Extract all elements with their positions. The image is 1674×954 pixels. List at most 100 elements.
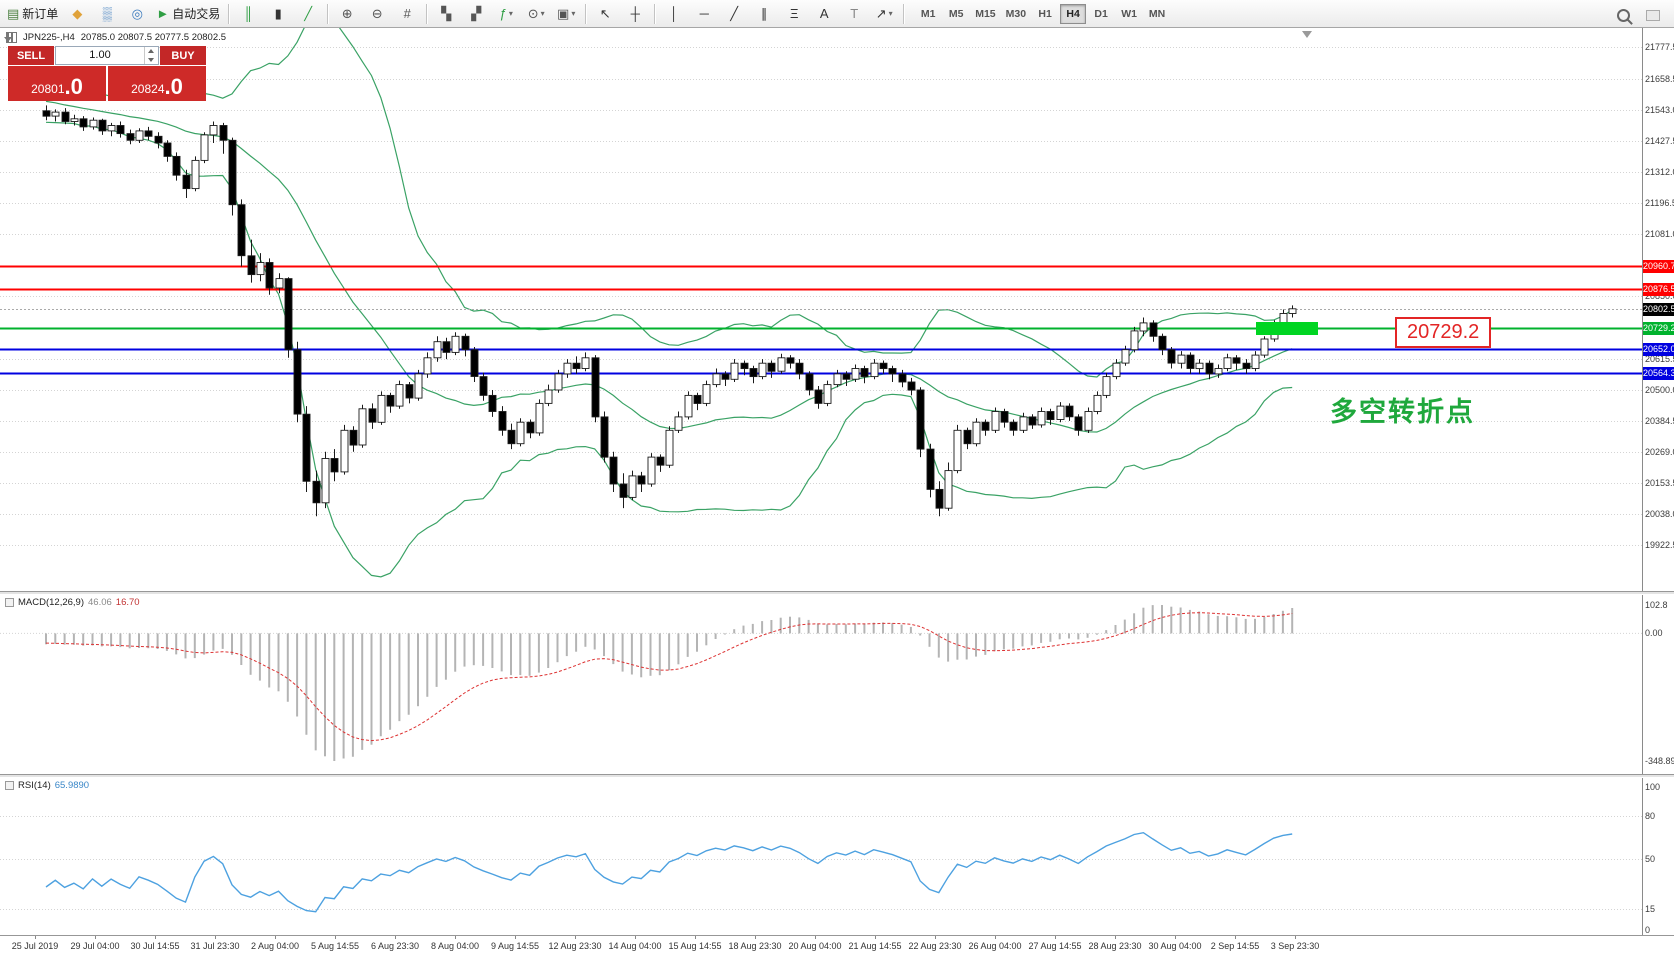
candlestick: [479, 372, 488, 401]
volume-spinner[interactable]: [144, 47, 158, 64]
highlight-rectangle[interactable]: [1256, 322, 1318, 335]
dropdown-arrow-icon[interactable]: ▾: [888, 9, 893, 18]
symbol-period-label: JPN225-,H4: [23, 32, 75, 43]
symbols-icon-glyph: ◆: [72, 6, 83, 21]
zoom-out-icon[interactable]: ⊖: [363, 2, 391, 26]
rsi-line: [45, 831, 1293, 913]
timeframe-d1-button[interactable]: D1: [1088, 4, 1114, 24]
trendline-icon[interactable]: ╱: [720, 2, 748, 26]
candlestick: [1084, 407, 1093, 433]
buy-price-button[interactable]: 20824.0: [108, 66, 206, 101]
price-scale-label: 21427.5: [1645, 136, 1674, 146]
timeframe-w1-button[interactable]: W1: [1116, 4, 1142, 24]
crosshair-icon[interactable]: ┼: [621, 2, 649, 26]
bar-chart-icon[interactable]: ║: [234, 2, 262, 26]
candlestick: [1065, 403, 1074, 421]
rsi-label: RSI(14) 65.9890: [5, 780, 89, 791]
macd-scale-zero: 0.00: [1645, 628, 1663, 638]
candlestick-chart-icon[interactable]: ▮: [264, 2, 292, 26]
time-axis-label: 26 Aug 04:00: [968, 941, 1022, 951]
candlestick: [1139, 317, 1148, 337]
dropdown-arrow-icon[interactable]: ▾: [540, 9, 545, 18]
candlestick: [1093, 391, 1102, 415]
one-click-collapse-icon[interactable]: [4, 37, 12, 42]
channel-icon[interactable]: ∥: [750, 2, 778, 26]
time-axis-label: 29 Jul 04:00: [70, 941, 120, 951]
rsi-indicator-panel[interactable]: [0, 778, 1642, 935]
cascade-windows-icon[interactable]: ▚: [432, 2, 460, 26]
line-chart-icon[interactable]: ╱: [294, 2, 322, 26]
macd-indicator-panel[interactable]: [0, 595, 1642, 775]
buy-button[interactable]: BUY: [160, 46, 206, 65]
candlestick: [498, 406, 507, 436]
label-tool-icon[interactable]: T: [840, 2, 868, 26]
candlestick: [888, 365, 897, 382]
dropdown-arrow-icon[interactable]: ▾: [571, 9, 576, 18]
timeframe-m30-button[interactable]: M30: [1002, 4, 1030, 24]
candlestick: [237, 199, 246, 267]
time-axis[interactable]: 25 Jul 2019 29 Jul 04:00 30 Jul 14:55 31 Ju…: [0, 936, 1674, 954]
templates-button[interactable]: ▣ ▾: [552, 2, 580, 26]
timeframe-h4-button[interactable]: H4: [1060, 3, 1087, 24]
sell-price-button[interactable]: 20801.0: [8, 66, 106, 101]
timeframe-h1-button[interactable]: H1: [1032, 4, 1058, 24]
spinner-down-icon[interactable]: [145, 56, 158, 65]
timeframe-mn-button[interactable]: MN: [1144, 4, 1170, 24]
dropdown-arrow-icon[interactable]: ▾: [508, 9, 513, 18]
price-scale-label: 20384.5: [1645, 416, 1674, 426]
macd-scale-max: 102.8: [1645, 600, 1668, 610]
candlestick: [1149, 320, 1158, 342]
candlestick: [89, 117, 98, 130]
panel-divider-macd[interactable]: [0, 591, 1674, 595]
price-scale[interactable]: 21777.5 21658.5 21543.0 21427.5 21312.0 21196…: [1642, 28, 1674, 936]
timeframe-group: M1 M5 M15 M30 H1 H4 D1 W1 MN: [914, 3, 1171, 24]
vertical-line-icon[interactable]: │: [660, 2, 688, 26]
search-button[interactable]: [1609, 3, 1637, 27]
volume-input[interactable]: 1.00: [89, 49, 111, 61]
time-axis-label: 8 Aug 04:00: [430, 941, 480, 951]
timeframe-m5-button[interactable]: M5: [943, 4, 969, 24]
periods-button[interactable]: ⊙ ▾: [522, 2, 550, 26]
candlestick: [535, 399, 544, 436]
candlestick: [870, 359, 879, 380]
price-callout[interactable]: 20729.2: [1395, 317, 1492, 348]
turning-point-note[interactable]: 多空转折点: [1330, 397, 1475, 427]
indicators-button[interactable]: ƒ ▾: [492, 2, 520, 26]
arrows-tool-icon[interactable]: ↗ ▾: [870, 2, 898, 26]
tile-windows-icon[interactable]: #: [393, 2, 421, 26]
candlestick: [1242, 359, 1251, 374]
sell-button[interactable]: SELL: [8, 46, 54, 65]
cursor-icon[interactable]: ↖: [591, 2, 619, 26]
time-axis-tick: [395, 936, 396, 939]
panel-divider-rsi[interactable]: [0, 774, 1674, 778]
zoom-in-icon[interactable]: ⊕: [333, 2, 361, 26]
autotrading-button[interactable]: ► 自动交易: [153, 2, 223, 26]
chat-button[interactable]: [1639, 3, 1667, 27]
volume-stepper[interactable]: 1.00: [55, 46, 159, 65]
text-tool-icon[interactable]: A: [810, 2, 838, 26]
chart-shift-marker[interactable]: [1302, 31, 1312, 38]
horizontal-line-icon[interactable]: ─: [690, 2, 718, 26]
market-watch-icon[interactable]: ▒: [93, 2, 121, 26]
rsi-scale-label: 50: [1645, 854, 1656, 864]
timeframe-m15-button[interactable]: M15: [971, 4, 999, 24]
new-order-button[interactable]: ▤ 新订单: [4, 2, 61, 26]
time-axis-tick: [635, 936, 636, 939]
candlestick: [554, 369, 563, 393]
new-order-button-label: 新订单: [22, 7, 59, 21]
time-axis-tick: [155, 936, 156, 939]
timeframe-m1-button[interactable]: M1: [915, 4, 941, 24]
text-tool-icon-glyph: A: [819, 6, 829, 21]
fibonacci-icon[interactable]: Ξ: [780, 2, 808, 26]
broadcast-icon[interactable]: ◎: [123, 2, 151, 26]
candlestick: [637, 471, 646, 492]
main-price-chart[interactable]: [0, 28, 1642, 592]
price-scale-label: 19922.5: [1645, 540, 1674, 550]
symbols-icon[interactable]: ◆: [63, 2, 91, 26]
candlestick: [507, 423, 516, 450]
spinner-up-icon[interactable]: [145, 47, 158, 56]
candlestick: [433, 336, 442, 362]
candlestick: [79, 116, 88, 131]
candlestick: [600, 411, 609, 463]
arrange-windows-icon[interactable]: ▞: [462, 2, 490, 26]
